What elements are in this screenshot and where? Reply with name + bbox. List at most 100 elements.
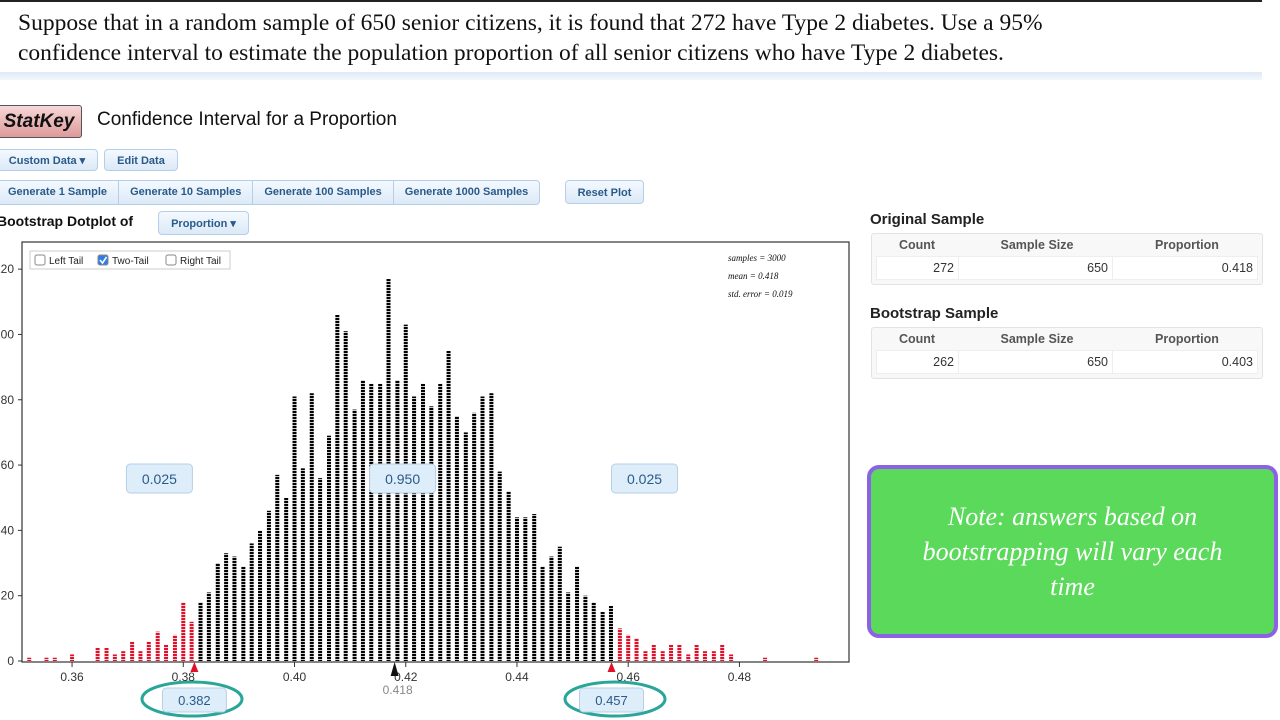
note-text: Note: answers based on bootstrapping wil…: [922, 502, 1223, 601]
dot-stack: [258, 530, 263, 661]
dot-stack: [309, 393, 314, 661]
column-header: Sample Size: [1000, 238, 1074, 252]
dot-stack: [514, 517, 519, 661]
dot-stack: [660, 651, 665, 661]
statistic-select[interactable]: Proportion ▾: [158, 211, 249, 235]
dotplot-label: Bootstrap Dotplot of: [0, 213, 134, 229]
region-label: 0.950: [385, 471, 420, 487]
bound-box: [161, 687, 227, 713]
bound-label: 0.382: [178, 693, 211, 708]
generate-button[interactable]: Generate 10 Samples: [119, 181, 254, 204]
cell: 650: [959, 351, 1113, 373]
divider: [0, 72, 1262, 80]
y-tick-label: 120: [0, 262, 14, 276]
dot-stack: [686, 654, 691, 661]
dot-stack: [763, 657, 768, 661]
stat-line: std. error = 0.019: [728, 289, 793, 299]
dot-stack: [172, 634, 177, 661]
dot-stack: [814, 657, 819, 661]
dot-stack: [326, 435, 331, 661]
dot-stack: [352, 409, 357, 661]
dot-stack: [634, 638, 639, 661]
dot-stack: [523, 517, 528, 661]
generate-button[interactable]: Generate 1 Sample: [0, 181, 120, 204]
dot-stack: [454, 416, 459, 661]
tail-checkbox[interactable]: [34, 254, 46, 266]
dot-stack: [472, 412, 477, 661]
dot-stack: [420, 383, 425, 661]
generate-button[interactable]: Generate 1000 Samples: [404, 186, 529, 198]
dot-stack: [395, 380, 400, 661]
reset-button[interactable]: Reset Plot: [565, 180, 644, 204]
dot-stack: [438, 383, 443, 661]
column-header: Count: [898, 332, 936, 346]
dot-stack: [566, 592, 571, 661]
cell: 262: [877, 351, 959, 373]
highlight: [563, 680, 667, 718]
dot-stack: [198, 602, 203, 661]
y-tick-label: 80: [1, 393, 15, 407]
dot-stack: [378, 383, 383, 661]
dot-stack: [318, 478, 323, 661]
dot-stack: [146, 641, 151, 661]
dot-stack: [155, 631, 160, 661]
dot-stack: [600, 612, 605, 661]
cell: 0.418: [1221, 261, 1253, 275]
mean-label: 0.418: [383, 683, 413, 697]
x-tick-label: 0.48: [728, 670, 752, 684]
y-tick-label: 60: [1, 458, 15, 472]
y-tick-label: 40: [1, 523, 15, 537]
dot-stack: [711, 651, 716, 661]
bound-marker: [190, 662, 199, 672]
highlight: [140, 680, 244, 718]
dot-stack: [651, 644, 656, 661]
dot-stack: [591, 602, 596, 661]
logo: StatKey: [0, 105, 82, 138]
question-line: confidence interval to estimate the popu…: [18, 40, 1004, 66]
dot-stack: [540, 566, 545, 661]
dot-stack: [429, 406, 434, 661]
dot-stack: [224, 553, 229, 661]
tail-checkbox[interactable]: [165, 254, 177, 266]
dot-stack: [583, 595, 588, 661]
dot-stack: [617, 628, 622, 661]
dot-stack: [446, 350, 451, 661]
dot-stack: [702, 651, 707, 661]
bootstrap-table: Count Sample Size Proportion 262 650 0.403: [871, 327, 1263, 379]
x-tick-label: 0.46: [617, 670, 641, 684]
region-label: 0.025: [627, 471, 662, 487]
dot-stack: [549, 556, 554, 661]
dot-stack: [335, 314, 340, 661]
cell: 650: [959, 257, 1113, 279]
dot-stack: [292, 396, 297, 661]
dot-stack: [266, 510, 271, 661]
generate-button[interactable]: Generate 100 Samples: [253, 181, 394, 204]
dot-stack: [557, 546, 562, 661]
stat-line: samples = 3000: [728, 253, 786, 263]
custom-data-button[interactable]: Custom Data ▾: [0, 149, 98, 171]
plot-frame: [21, 241, 850, 663]
note-box: Note: answers based on bootstrapping wil…: [867, 465, 1278, 638]
cell: 0.403: [1221, 355, 1253, 369]
dot-stack: [215, 563, 220, 661]
dot-stack: [164, 644, 169, 661]
edit-data-button[interactable]: Edit Data: [104, 149, 178, 171]
dot-stack: [720, 644, 725, 661]
tail-option-label: Left Tail: [49, 256, 83, 267]
select-label: Proportion: [171, 218, 228, 230]
x-tick-label: 0.40: [283, 670, 307, 684]
dot-stack: [369, 383, 374, 661]
cell: 272: [877, 257, 959, 279]
app-title: Confidence Interval for a Proportion: [97, 109, 397, 130]
dot-stack: [112, 654, 117, 661]
dot-stack: [643, 651, 648, 661]
dot-stack: [677, 644, 682, 661]
dot-stack: [480, 396, 485, 661]
dot-stack: [206, 592, 211, 661]
region-label: 0.025: [142, 471, 177, 487]
tail-options: [29, 250, 231, 270]
dot-stack: [360, 380, 365, 661]
dot-stack: [532, 514, 537, 661]
